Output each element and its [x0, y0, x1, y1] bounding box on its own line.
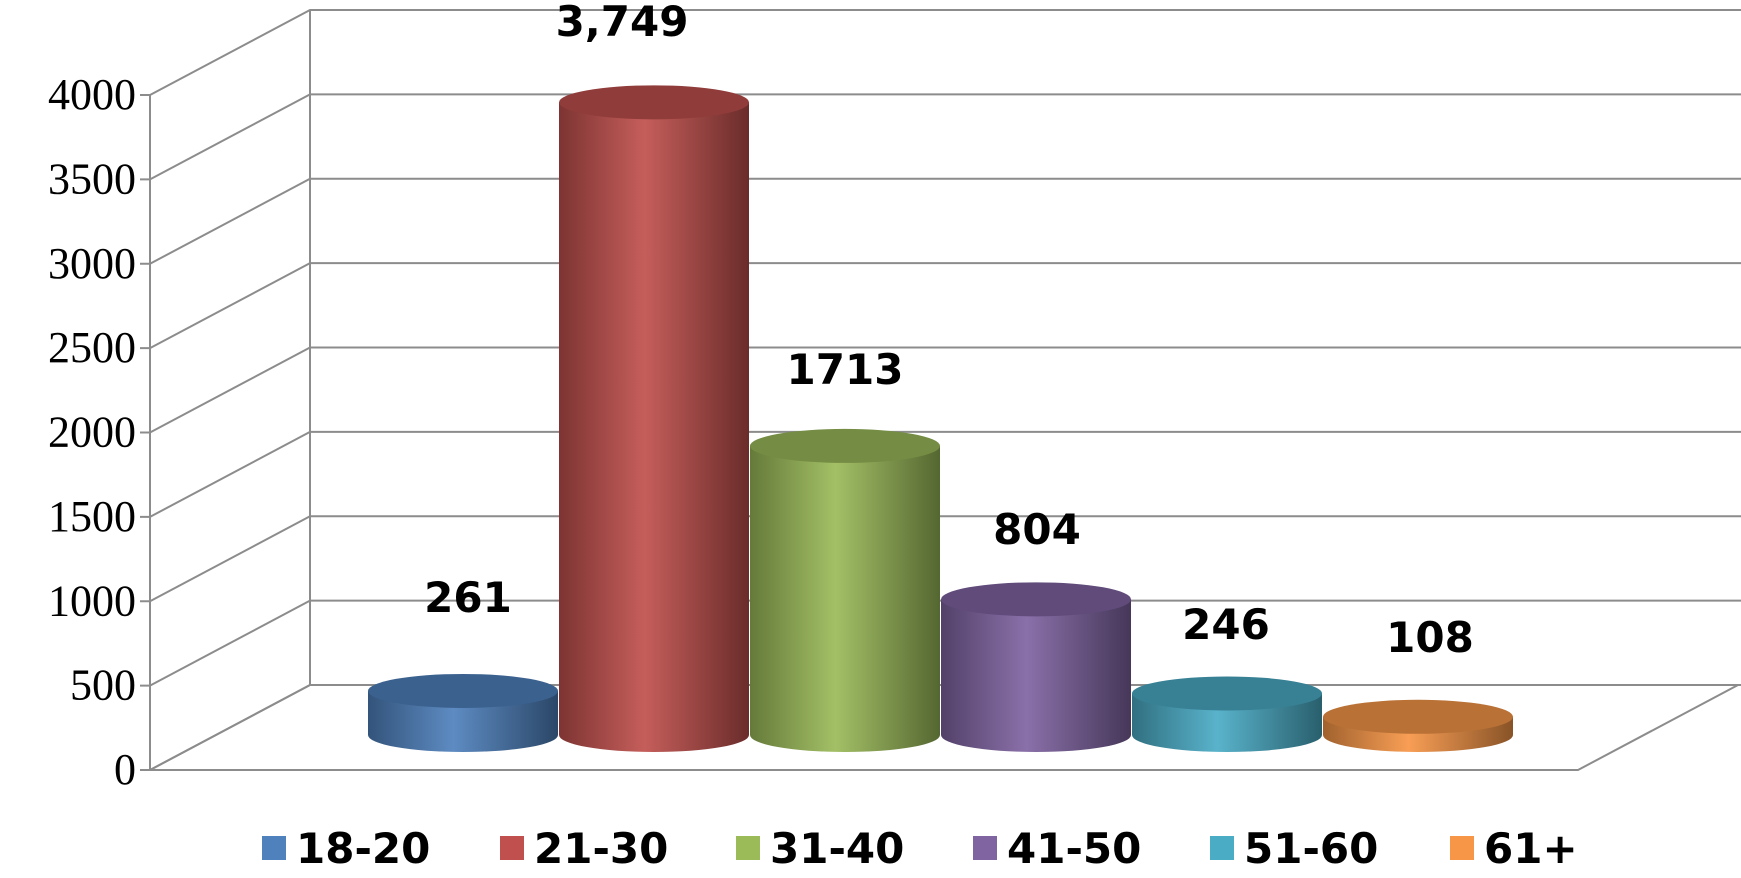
- legend-label: 21-30: [534, 823, 669, 873]
- y-tick-label: 1500: [48, 492, 136, 541]
- legend-item: 21-30: [500, 818, 668, 878]
- data-labels: 261 3,749 1713 804 246 108: [424, 0, 1474, 662]
- bar-body: [750, 445, 940, 752]
- legend-item: 41-50: [973, 818, 1141, 878]
- legend-item: 18-20: [262, 818, 430, 878]
- legend-item: 61+: [1450, 818, 1578, 878]
- data-label: 1713: [787, 345, 904, 394]
- data-label: 246: [1182, 600, 1270, 649]
- y-tick-label: 3000: [48, 239, 136, 288]
- gridline: [149, 93, 1741, 181]
- bar-21-30: [559, 85, 749, 752]
- y-tick-label: 2500: [48, 323, 136, 372]
- legend-item: 31-40: [736, 818, 904, 878]
- data-label: 261: [424, 573, 512, 622]
- legend-swatch: [500, 836, 524, 860]
- bar-41-50: [941, 582, 1131, 752]
- y-tick-label: 4000: [48, 70, 136, 119]
- bar-51-60: [1132, 676, 1322, 752]
- gridline: [149, 599, 1741, 687]
- bar-body: [941, 599, 1131, 752]
- legend: 18-20 21-30 31-40 41-50 51-60 61+: [0, 818, 1741, 878]
- legend-label: 18-20: [296, 823, 431, 873]
- legend-label: 61+: [1484, 823, 1578, 873]
- gridline: [149, 9, 1741, 96]
- y-tick-label: 2000: [48, 408, 136, 457]
- y-tick-label: 3500: [48, 154, 136, 203]
- legend-swatch: [262, 836, 286, 860]
- y-tick-label: 1000: [48, 576, 136, 625]
- legend-swatch: [973, 836, 997, 860]
- legend-item: 51-60: [1210, 818, 1378, 878]
- bar-top: [941, 582, 1131, 617]
- y-axis-ticks: 0 500 1000 1500 2000 2500 3000 3500 4000: [48, 70, 136, 794]
- legend-label: 51-60: [1244, 823, 1379, 873]
- gridline: [149, 346, 1741, 434]
- legend-swatch: [1450, 836, 1474, 860]
- data-label: 108: [1386, 613, 1474, 662]
- bars: [368, 85, 1513, 752]
- bar-body: [559, 102, 749, 752]
- bar-top: [750, 428, 940, 463]
- y-tick-label: 500: [70, 661, 136, 710]
- gridlines: [140, 9, 1741, 771]
- bar-31-40: [750, 428, 940, 752]
- bar-top: [1132, 676, 1322, 711]
- bar-61+: [1323, 699, 1513, 752]
- gridline: [149, 262, 1741, 350]
- bar-body: [368, 690, 558, 752]
- bar-chart: 0 500 1000 1500 2000 2500 3000 3500 4000 261 3,74…: [48, 0, 1741, 794]
- gridline: [149, 515, 1741, 603]
- data-label: 804: [993, 505, 1081, 554]
- gridline: [149, 177, 1741, 265]
- bar-top: [1323, 699, 1513, 734]
- legend-label: 31-40: [770, 823, 905, 873]
- legend-swatch: [1210, 836, 1234, 860]
- bar-top: [559, 85, 749, 120]
- bar-18-20: [368, 673, 558, 752]
- bar-top: [368, 673, 558, 708]
- legend-swatch: [736, 836, 760, 860]
- legend-label: 41-50: [1007, 823, 1142, 873]
- gridline: [149, 430, 1741, 518]
- data-label: 3,749: [556, 0, 689, 46]
- y-tick-label: 0: [114, 745, 136, 794]
